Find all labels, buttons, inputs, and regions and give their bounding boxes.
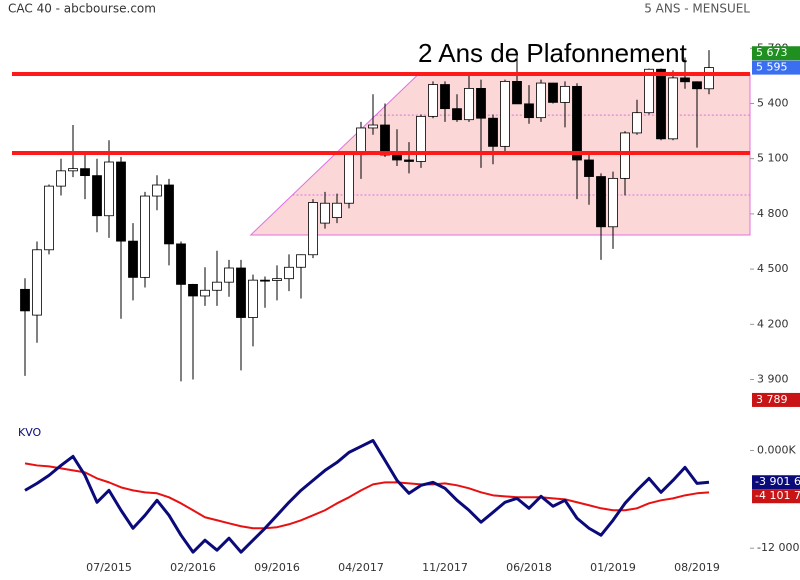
x-tick-label: 04/2017 [338,561,384,574]
candle-body [152,184,162,197]
y-tick-label: 4 200 [757,317,789,330]
candle-body [248,279,258,318]
value-box-label: -3 901 6 [755,475,800,488]
candle-body [476,87,486,119]
candle-body [92,175,102,217]
x-tick-label: 01/2019 [590,561,636,574]
candle-body [572,85,582,161]
value-box-label: -4 101 7 [755,489,800,502]
x-tick-label: 11/2017 [422,561,468,574]
candle-body [668,77,678,140]
candle-body [140,195,150,278]
candle-body [644,68,654,114]
candle-body [584,159,594,177]
x-tick-label: 07/2015 [86,561,132,574]
candle-body [260,279,270,282]
candle-body [320,202,330,224]
header-left: CAC 40 - abcbourse.com [8,2,156,16]
candle-body [704,67,714,90]
candle-body [68,168,78,172]
candle-body [128,240,138,278]
candle-body [32,249,42,316]
y-tick-label: 5 100 [757,152,789,165]
candle-body [524,103,534,119]
candle-body [488,117,498,147]
candle-body [56,170,66,187]
price-box-label: 5 595 [756,61,788,74]
annotation-title: 2 Ans de Plafonnement [418,38,688,68]
candle-body [632,112,642,134]
y-tick-label: 3 900 [757,373,789,386]
candle-body [596,176,606,228]
candle-body [308,202,318,256]
panel-title: KVO [18,426,42,439]
kvo-line [24,439,710,554]
candle-body [176,243,186,285]
header-right: 5 ANS - MENSUEL [644,2,750,16]
candle-body [416,115,426,162]
candle-body [428,84,438,117]
y-tick-label: 4 500 [757,262,789,275]
y-tick-label: 5 400 [757,96,789,109]
candle-body [536,82,546,119]
candle-body [464,87,474,121]
candle-body [80,168,90,177]
price-box [752,46,800,61]
x-tick-label: 02/2016 [170,561,216,574]
candle-body [272,278,282,281]
candle-body [512,81,522,105]
candle-body [212,281,222,291]
candle-body [356,127,366,156]
candle-body [500,81,510,147]
kvo-line [24,462,710,530]
candle-body [368,124,378,129]
candle-body [332,202,342,218]
candle-body [548,82,558,103]
y-tick-label: 0.000K [757,443,796,456]
x-tick-label: 09/2016 [254,561,300,574]
candle-body [392,154,402,161]
candle-body [44,185,54,251]
candle-body [404,159,414,162]
y-tick-label: 4 800 [757,207,789,220]
x-tick-label: 08/2019 [674,561,720,574]
candle-body [380,124,390,156]
candle-body [188,283,198,297]
candle-body [560,85,570,103]
candle-body [236,267,246,318]
candle-body [680,77,690,83]
price-box-label: 3 789 [756,393,788,406]
value-box [752,475,800,490]
candle-body [104,161,114,217]
candle-body [20,288,30,312]
candle-body [164,184,174,245]
candle-body [440,84,450,110]
candle-body [296,254,306,268]
x-tick-label: 06/2018 [506,561,552,574]
y-tick-label: -12 000K [757,541,800,554]
price-box [752,392,800,407]
candle-body [692,81,702,90]
candle-body [656,68,666,140]
price-box [752,60,800,75]
candle-body [620,132,630,179]
value-box [752,489,800,504]
price-box-label: 5 673 [756,46,788,59]
candle-body [452,108,462,121]
candle-body [608,177,618,228]
candle-body [200,289,210,297]
candle-body [344,154,354,204]
candle-body [284,266,294,280]
candle-body [116,161,126,242]
candle-body [224,267,234,283]
